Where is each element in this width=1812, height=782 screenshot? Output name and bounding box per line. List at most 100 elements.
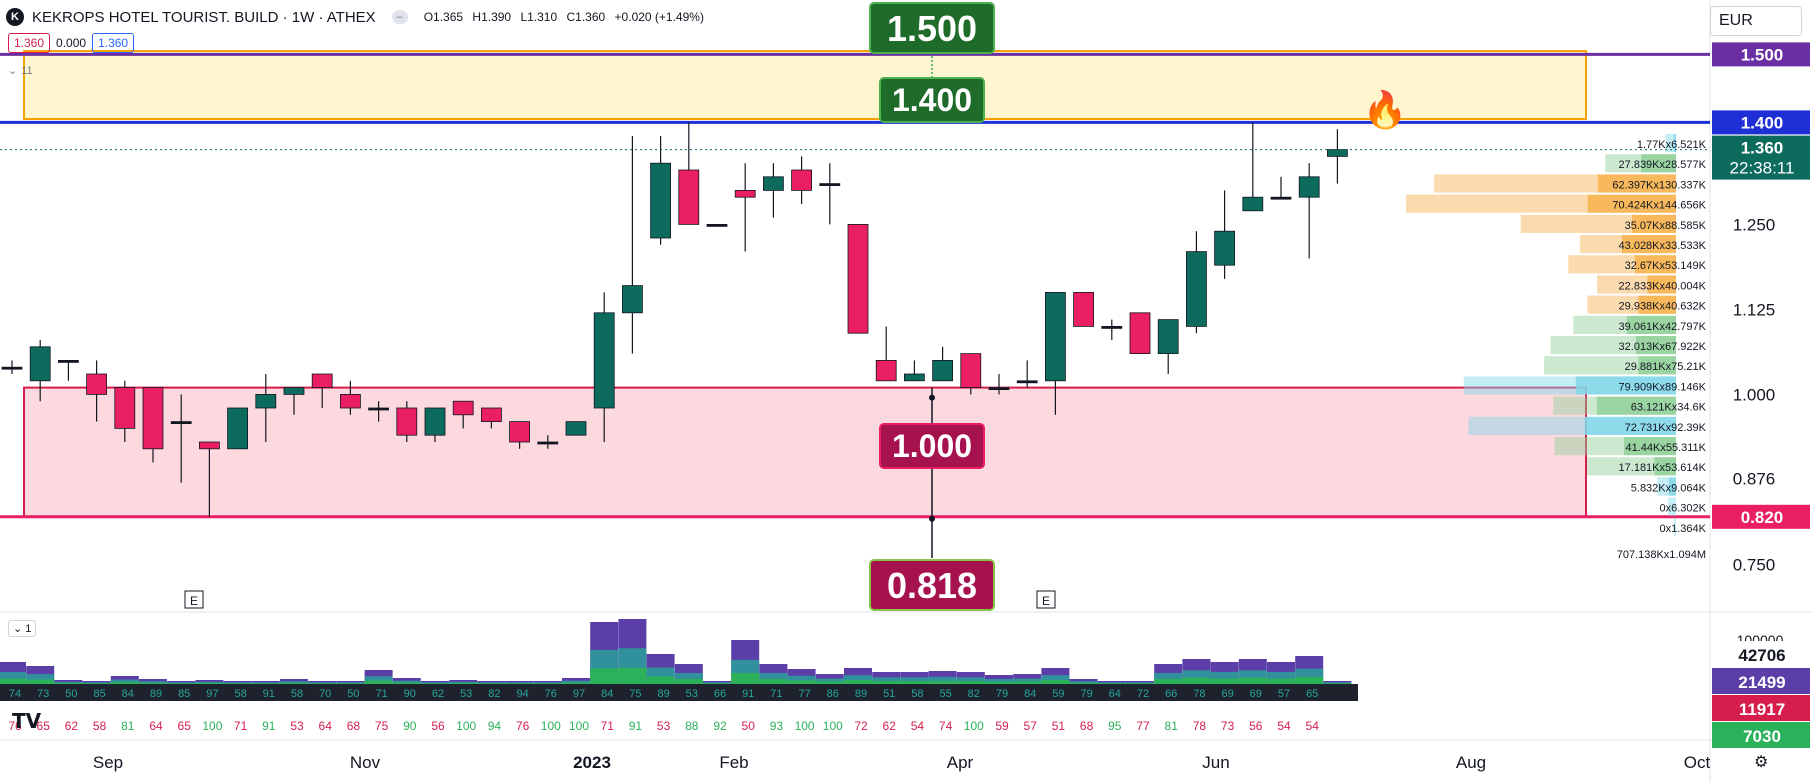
volume-row1-label: 75	[629, 688, 641, 700]
vp-bar-b-3	[1406, 194, 1588, 213]
vp-bar-a-13	[1596, 396, 1676, 415]
vp-label-15: 41.44Kx55.311K	[1625, 442, 1706, 454]
volume-row2-label: 100	[795, 719, 815, 733]
volume-row1-label: 89	[150, 688, 162, 700]
volume-bar-inner	[562, 680, 590, 684]
vp-bar-b-14	[1468, 416, 1585, 435]
vp-bar-a-2	[1597, 174, 1676, 193]
volume-label-bg-1	[1712, 668, 1810, 694]
volume-bar-inner	[477, 682, 506, 684]
volume-row1-label: 51	[883, 688, 895, 700]
volume-bar-core	[533, 683, 562, 684]
volume-row1-label: 57	[1278, 688, 1290, 700]
earnings-marker-bg-1	[1036, 590, 1056, 609]
candle-body	[1045, 291, 1066, 382]
volume-row1-label: 53	[686, 688, 698, 700]
symbol-title[interactable]: KEKROPS HOTEL TOURIST. BUILD · 1W · ATHE…	[32, 8, 376, 26]
volume-bar-core	[815, 681, 844, 684]
volume-bar-core	[167, 683, 196, 684]
collapse-icon[interactable]: –	[391, 10, 408, 24]
current-price-label: 1.360	[1741, 139, 1784, 158]
tradingview-logo-icon[interactable]: TV	[12, 709, 42, 733]
volume-bar-inner	[759, 673, 788, 684]
volume-bar-core	[1126, 683, 1154, 684]
volume-bar-core	[392, 682, 421, 684]
volume-row2-label: 90	[403, 719, 417, 733]
volume-row2-label: 81	[1165, 719, 1179, 733]
bid-pill[interactable]: 1.360	[8, 33, 51, 53]
volume-row2-label: 53	[657, 719, 671, 733]
volume-bar-inner	[54, 681, 83, 684]
volume-bar-inner	[421, 682, 449, 684]
candle-body	[847, 223, 869, 334]
candle-body	[791, 169, 812, 191]
volume-row1-label: 82	[488, 688, 500, 700]
candle-body	[593, 312, 615, 409]
zone-top-badge-upper: 1.500	[887, 8, 977, 49]
vp-bar-a-15	[1623, 437, 1676, 456]
vp-bar-a-7	[1647, 275, 1676, 294]
candle-body	[255, 393, 277, 409]
volume-bar-inner	[928, 676, 957, 684]
volume-row2-label: 58	[93, 719, 107, 733]
candle-body	[311, 373, 333, 388]
volume-row2-label: 57	[1024, 719, 1038, 733]
volume-bar-core	[590, 668, 619, 684]
volume-row1-label: 85	[93, 688, 105, 700]
volume-row1-label: 66	[714, 688, 726, 700]
candle-body	[622, 285, 643, 314]
volume-row2-label: 53	[290, 719, 304, 733]
volume-row2-label: 75	[375, 719, 389, 733]
currency-select[interactable]: EUR	[1710, 6, 1802, 36]
vp-bar-a-11	[1638, 356, 1676, 375]
candle-body	[960, 353, 982, 389]
candle-body	[339, 393, 361, 409]
vp-label-9: 39.061Kx42.797K	[1619, 321, 1707, 333]
volume-row2-label: 62	[883, 719, 897, 733]
level-label-0: 1.500	[1741, 45, 1784, 64]
zone-top-badge: 1.400	[892, 82, 972, 118]
candle-body	[932, 359, 953, 382]
vp-bar-b-1	[1605, 154, 1642, 173]
gear-icon[interactable]: ⚙	[1754, 754, 1769, 771]
volume-row1-label: 94	[516, 688, 528, 700]
x-tick-label-7: Oct	[1684, 753, 1711, 772]
vp-bar-b-18	[1668, 497, 1676, 516]
candle-body	[1157, 319, 1179, 355]
volume-row2-label: 51	[1052, 719, 1066, 733]
ohlc-readout: O1.365 H1.390 L1.310 C1.360 +0.020 (+1.4…	[424, 10, 710, 24]
volume-bar-inner	[364, 676, 393, 684]
volume-bar-inner	[674, 673, 703, 684]
candle-body	[424, 407, 446, 436]
x-tick-label-4: Apr	[947, 753, 974, 772]
vp-label-11: 29.881Kx75.21K	[1625, 361, 1707, 373]
open-value: O1.365	[423, 10, 464, 24]
volume-row2-label: 59	[995, 719, 1009, 733]
volume-row1-label: 62	[432, 688, 444, 700]
vp-bar-b-16	[1587, 457, 1655, 476]
zone-rect-0	[23, 50, 1587, 120]
volume-row2-label: 100	[456, 719, 476, 733]
indicators-toggle[interactable]: ⌄ 11	[8, 64, 33, 78]
volume-row1-label: 91	[263, 688, 275, 700]
volume-row1-label: 65	[1306, 688, 1318, 700]
volume-row2-label: 100	[202, 719, 222, 733]
y-tick-label-2: 1.000	[1733, 385, 1776, 404]
volume-label-3: 7030	[1743, 727, 1781, 746]
volume-bar-inner	[280, 681, 308, 684]
volume-toggle[interactable]: ⌄ 1	[8, 620, 37, 637]
ask-pill[interactable]: 1.360	[92, 33, 135, 53]
volume-bar-inner	[82, 682, 111, 684]
y-tick-label-0: 1.250	[1733, 215, 1776, 234]
vp-bar-b-9	[1573, 315, 1627, 334]
volume-bar-core	[336, 683, 365, 684]
volume-row2-label: 91	[262, 719, 276, 733]
volume-bar-core	[1013, 681, 1042, 684]
volume-row1-label: 59	[1052, 688, 1064, 700]
volume-bar-core	[449, 683, 478, 684]
candle-body	[763, 176, 784, 191]
level-label-bg-0	[1712, 42, 1810, 67]
volume-row1-label: 89	[657, 688, 669, 700]
vp-bar-a-1	[1641, 154, 1676, 173]
candle-body	[368, 407, 390, 411]
